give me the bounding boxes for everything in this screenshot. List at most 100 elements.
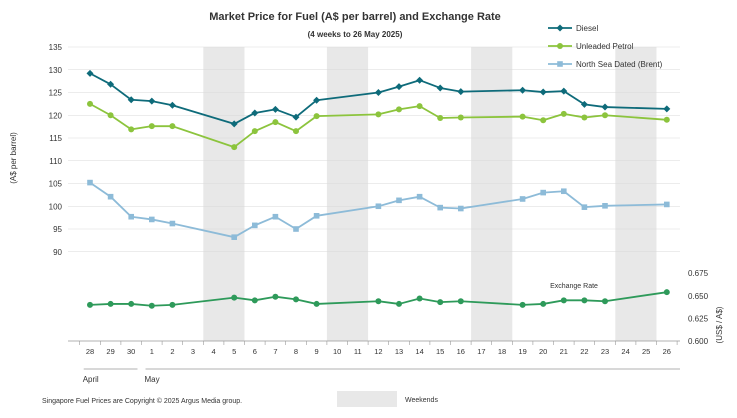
x-tick-label: 29 <box>106 347 114 356</box>
series-north-sea-dated-brent <box>87 179 670 240</box>
y-right-tick-label: 0.650 <box>688 292 709 301</box>
data-point <box>375 298 382 305</box>
data-point <box>313 213 320 219</box>
data-point <box>457 88 465 96</box>
data-point <box>128 213 134 220</box>
x-tick-label: 21 <box>560 347 568 356</box>
legend-item: Unleaded Petrol <box>548 42 634 51</box>
data-point <box>128 300 135 307</box>
series-exchange-rate <box>87 289 670 309</box>
data-point <box>519 301 526 308</box>
data-point <box>251 297 258 304</box>
data-point <box>519 196 526 202</box>
data-point <box>437 204 443 211</box>
y-tick-label: 100 <box>49 202 63 211</box>
data-point <box>396 300 402 307</box>
x-tick-label: 5 <box>232 347 236 356</box>
data-point <box>602 298 608 305</box>
x-tick-label: 8 <box>294 347 298 356</box>
grid-lines <box>68 46 680 253</box>
data-point <box>231 144 238 151</box>
x-tick-label: 12 <box>374 347 382 356</box>
data-point <box>272 293 279 300</box>
y-axis-label-left: (A$ per barrel) <box>9 132 18 184</box>
left-axis-ticks: 90 95 100 105 110 115 120 125 130 135 <box>49 43 63 257</box>
series-diesel <box>86 69 671 128</box>
x-axis-labels: 28 29 30 1 2 3 4 5 6 7 8 9 10 11 12 13 14 15 16 17 18 19 20 21 2… <box>86 347 671 356</box>
y-tick-label: 105 <box>49 180 63 189</box>
legend-label: North Sea Dated (Brent) <box>576 60 663 69</box>
weekend-bands <box>203 47 657 341</box>
x-tick-label: 2 <box>170 347 174 356</box>
data-point <box>107 112 114 119</box>
data-point <box>313 113 320 120</box>
data-point <box>457 114 464 121</box>
data-point <box>540 189 546 196</box>
data-point <box>540 300 547 307</box>
x-tick-label: 1 <box>150 347 154 356</box>
x-tick-label: 23 <box>601 347 609 356</box>
series-lines <box>86 69 671 309</box>
data-point <box>86 69 94 77</box>
data-point <box>128 126 135 133</box>
data-point <box>663 105 671 113</box>
legend-item: North Sea Dated (Brent) <box>548 60 663 69</box>
x-tick-label: 6 <box>253 347 257 356</box>
data-point <box>580 100 588 108</box>
weekend-legend-swatch <box>337 391 397 407</box>
data-point <box>561 188 567 195</box>
x-tick-label: 28 <box>86 347 94 356</box>
x-tick-label: 7 <box>273 347 277 356</box>
y-right-tick-label: 0.675 <box>688 269 709 278</box>
data-point <box>292 113 300 121</box>
data-point <box>230 120 238 128</box>
data-point <box>581 297 588 304</box>
weekend-band <box>326 47 369 341</box>
month-label: April <box>83 375 99 384</box>
y-tick-label: 125 <box>49 89 63 98</box>
data-point <box>416 103 423 110</box>
data-point <box>169 220 176 227</box>
data-point <box>375 111 382 118</box>
data-point <box>437 114 444 121</box>
series-line <box>89 103 667 149</box>
data-point <box>148 302 155 309</box>
y-tick-label: 95 <box>53 225 62 234</box>
data-point <box>87 179 93 186</box>
data-point <box>416 193 423 200</box>
x-tick-label: 25 <box>642 347 650 356</box>
legend-label: Diesel <box>576 24 598 33</box>
weekend-band <box>615 47 657 341</box>
data-point <box>272 213 279 220</box>
x-tick-label: 16 <box>457 347 465 356</box>
x-tick-label: 4 <box>212 347 216 356</box>
x-tick-label: 17 <box>477 347 485 356</box>
data-point <box>107 80 115 88</box>
data-point <box>127 96 135 104</box>
data-point <box>663 289 670 296</box>
data-point <box>396 106 402 113</box>
data-point <box>581 114 588 121</box>
x-tick-label: 24 <box>621 347 629 356</box>
data-point <box>557 43 563 49</box>
x-tick-label: 15 <box>436 347 444 356</box>
y-tick-label: 120 <box>49 111 63 120</box>
x-tick-label: 9 <box>315 347 319 356</box>
right-axis-ticks: 0.600 0.625 0.650 0.675 <box>688 269 709 346</box>
data-point <box>416 295 423 302</box>
data-point <box>87 100 93 107</box>
x-tick-label: 11 <box>354 347 362 356</box>
y-tick-label: 110 <box>49 157 62 166</box>
series-unleaded-petrol <box>87 100 670 151</box>
data-point <box>602 112 608 119</box>
data-point <box>437 299 444 306</box>
data-point <box>271 105 279 113</box>
y-axis-label-right: (US$ / A$) <box>715 306 724 343</box>
data-point <box>313 300 320 307</box>
x-tick-label: 18 <box>498 347 506 356</box>
y-tick-label: 130 <box>49 66 63 75</box>
data-point <box>252 222 258 229</box>
month-labels: April May <box>83 368 680 384</box>
data-point <box>107 300 114 307</box>
